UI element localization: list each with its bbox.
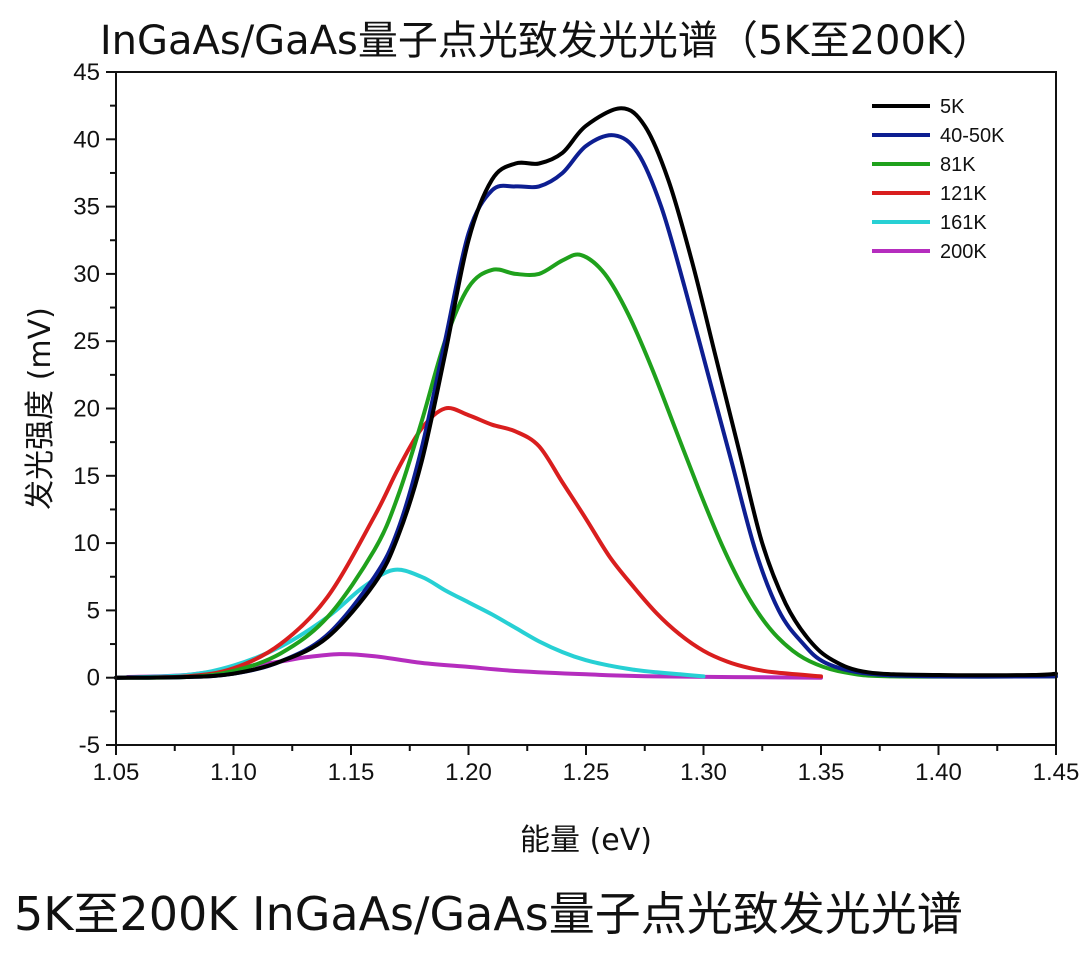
- series-line-81k: [114, 252, 1058, 680]
- legend-label: 161K: [940, 212, 987, 234]
- legend-label: 40-50K: [940, 125, 1005, 147]
- x-tick-label: 1.35: [798, 759, 845, 786]
- y-axis-label: 发光强度 (mV): [23, 307, 58, 510]
- y-tick-label: 0: [87, 665, 100, 692]
- y-tick-label: 40: [73, 126, 100, 153]
- y-tick-label: 5: [87, 597, 100, 624]
- series-line-5k: [114, 106, 1058, 680]
- legend-label: 121K: [940, 183, 987, 205]
- y-tick-label: 20: [73, 396, 100, 423]
- legend-label: 81K: [940, 154, 976, 176]
- y-tick-label: 30: [73, 261, 100, 288]
- series-line-40-50k: [114, 133, 1058, 680]
- y-tick-label: 35: [73, 194, 100, 221]
- x-axis-label: 能量 (eV): [520, 823, 652, 858]
- x-tick-label: 1.05: [93, 759, 140, 786]
- y-tick-label: 25: [73, 328, 100, 355]
- series-lines: [114, 106, 1058, 680]
- y-tick-label: 15: [73, 463, 100, 490]
- y-tick-label: 10: [73, 530, 100, 557]
- x-tick-label: 1.20: [445, 759, 492, 786]
- x-tick-label: 1.40: [915, 759, 962, 786]
- figure-caption: 5K至200K InGaAs/GaAs量子点光致发光光谱: [14, 887, 963, 941]
- series-line-121k: [114, 406, 823, 680]
- y-tick-label: 45: [73, 59, 100, 86]
- x-tick-label: 1.30: [680, 759, 727, 786]
- plot-frame: [115, 71, 1057, 746]
- x-tick-label: 1.45: [1033, 759, 1080, 786]
- legend: 5K 40-50K 81K 121K 161K 200K: [872, 96, 1005, 263]
- y-tick-label: -5: [79, 732, 100, 759]
- page-title: InGaAs/GaAs量子点光致发光光谱（5K至200K）: [99, 18, 993, 64]
- series-line-161k: [114, 567, 706, 680]
- legend-label: 200K: [940, 241, 987, 263]
- x-tick-label: 1.25: [563, 759, 610, 786]
- axes: 1.05 1.10 1.15 1.20 1.25 1.30 1.35 1.40 1.45 -5 0 5…: [73, 59, 1079, 786]
- x-tick-label: 1.15: [328, 759, 375, 786]
- x-tick-label: 1.10: [210, 759, 257, 786]
- legend-label: 5K: [940, 96, 965, 118]
